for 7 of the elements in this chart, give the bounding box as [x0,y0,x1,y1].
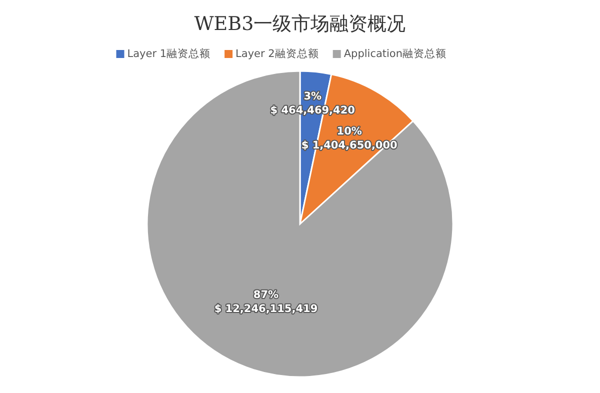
chart-title: WEB3一级市场融资概况 [194,13,406,35]
data-label: 87% $ 12,246,115,419 [214,288,318,315]
legend-label: Layer 1融资总额 [127,47,211,60]
data-label: 3% $ 464,469,420 [270,90,355,116]
legend-label: Layer 2融资总额 [236,47,319,60]
legend-label: Application融资总额 [344,47,447,60]
pie-slice [146,70,454,378]
